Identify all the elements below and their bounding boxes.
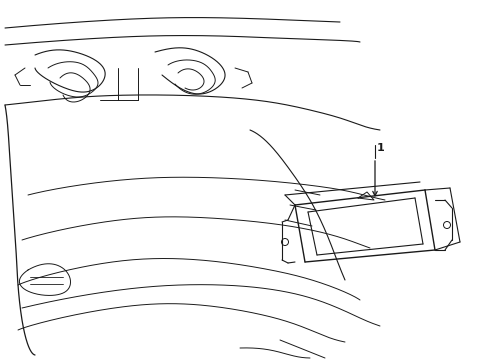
Text: 1: 1 <box>377 143 385 153</box>
